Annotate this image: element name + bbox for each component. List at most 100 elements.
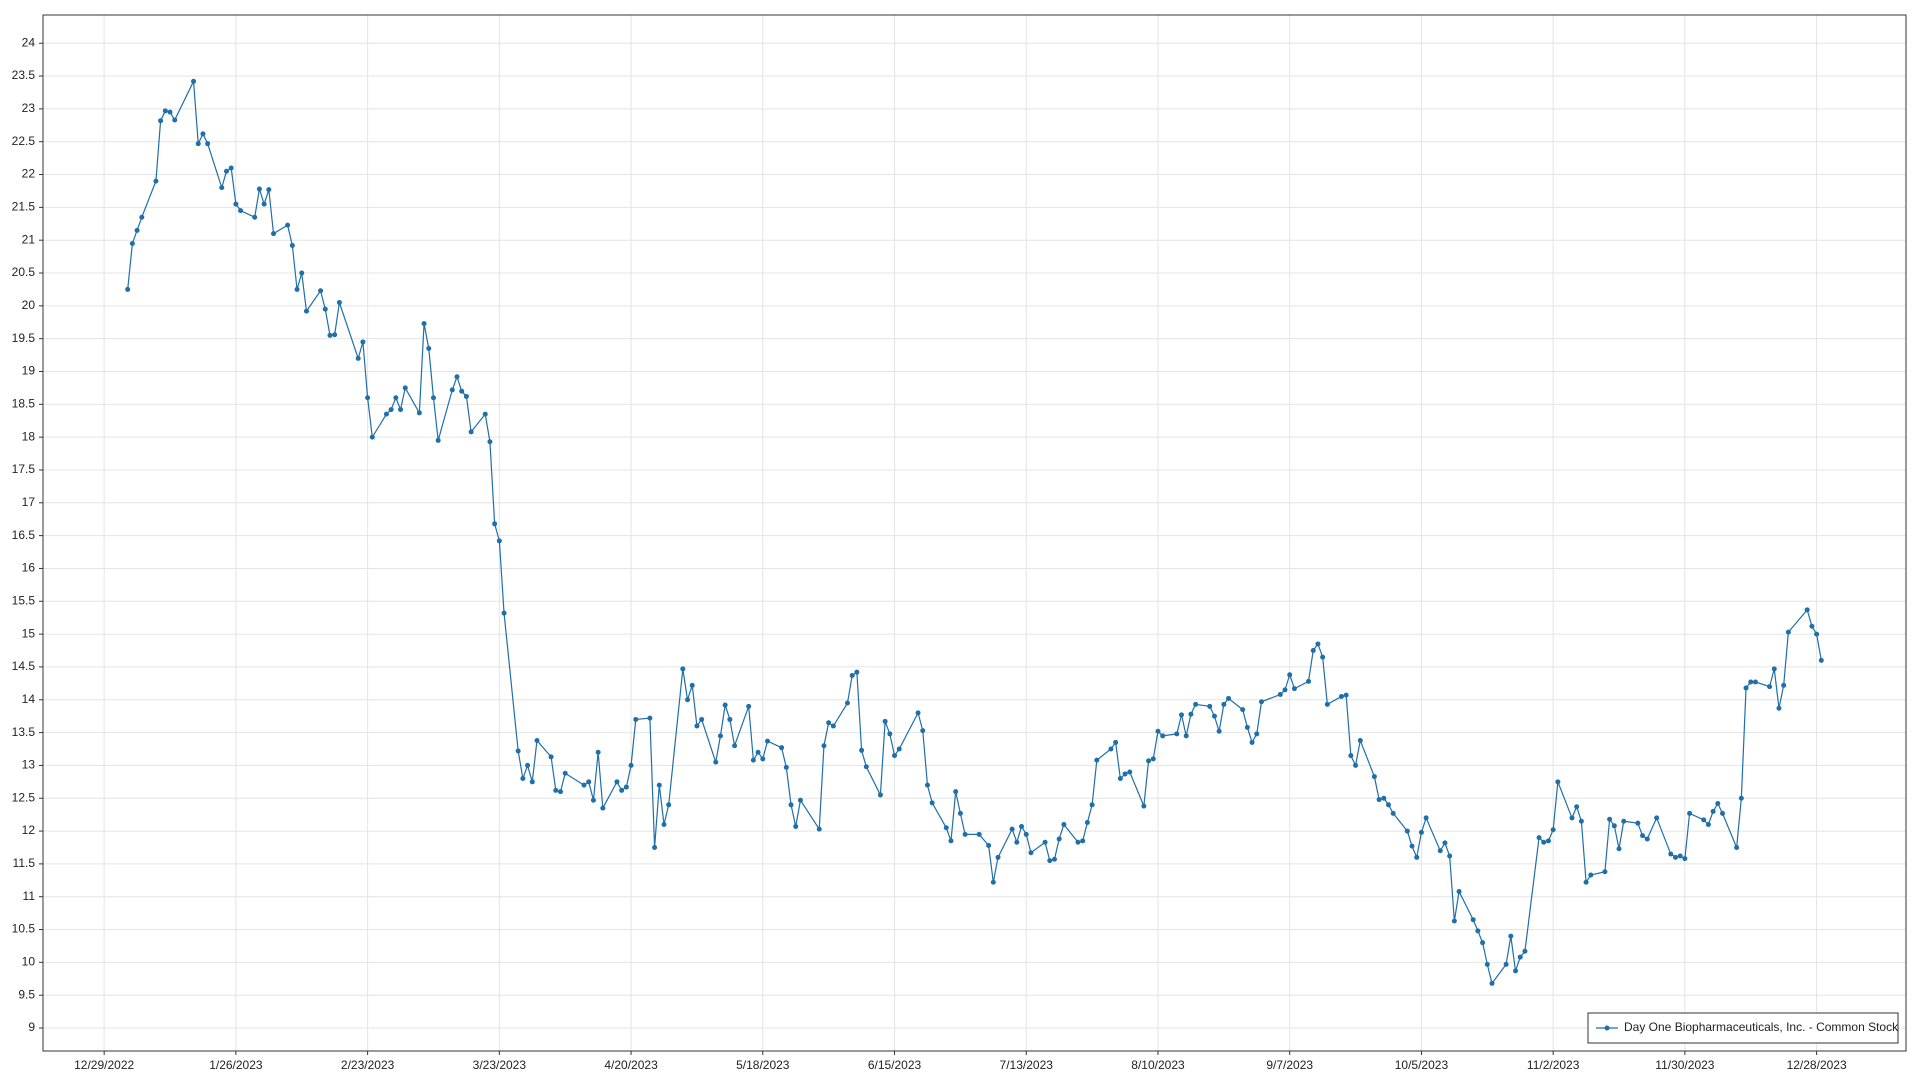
point — [369, 434, 375, 440]
point — [1409, 843, 1415, 849]
point — [1456, 888, 1462, 894]
point — [1277, 692, 1283, 698]
point — [1381, 795, 1387, 801]
point — [816, 826, 822, 832]
point — [713, 759, 719, 765]
point — [1447, 853, 1453, 859]
y-tick-label: 17.5 — [12, 462, 36, 476]
legend-marker — [1604, 1025, 1610, 1031]
x-tick-label: 2/23/2023 — [341, 1058, 395, 1072]
point — [449, 387, 455, 393]
point — [1771, 666, 1777, 672]
point — [652, 844, 658, 850]
point — [957, 810, 963, 816]
point — [1541, 839, 1547, 845]
legend-label: Day One Biopharmaceuticals, Inc. - Commo… — [1624, 1020, 1899, 1034]
point — [529, 779, 535, 785]
point — [797, 797, 803, 803]
point — [1386, 802, 1391, 808]
point — [1127, 769, 1133, 775]
point — [1781, 682, 1787, 688]
point — [1240, 707, 1246, 713]
point — [1644, 836, 1650, 842]
point — [1635, 820, 1641, 826]
point — [416, 410, 422, 416]
point — [892, 753, 898, 759]
point — [1602, 869, 1608, 875]
point — [765, 738, 770, 744]
point — [1014, 839, 1020, 845]
point — [223, 168, 229, 174]
point — [459, 388, 465, 394]
x-tick-label: 6/15/2023 — [868, 1058, 922, 1072]
point — [915, 710, 921, 716]
point — [1047, 858, 1053, 864]
point — [1480, 940, 1486, 946]
point — [1442, 840, 1448, 846]
point — [195, 141, 201, 147]
point — [779, 745, 785, 751]
point — [463, 393, 469, 399]
y-tick-label: 19 — [22, 364, 36, 378]
point — [1343, 692, 1349, 698]
point — [920, 728, 926, 734]
point — [1211, 713, 1217, 719]
y-tick-label: 23.5 — [12, 68, 36, 82]
point — [586, 779, 592, 785]
point — [285, 222, 291, 228]
point — [158, 118, 164, 124]
point — [1009, 826, 1015, 832]
y-tick-label: 13 — [22, 758, 36, 772]
point — [383, 411, 389, 417]
point — [303, 308, 309, 314]
point — [746, 703, 752, 709]
point — [1193, 701, 1199, 707]
point — [468, 429, 474, 435]
point — [1320, 654, 1326, 660]
y-tick-label: 10 — [22, 955, 36, 969]
point — [680, 666, 686, 672]
point — [656, 782, 662, 788]
point — [877, 792, 883, 798]
point — [1226, 695, 1232, 701]
point — [750, 757, 756, 763]
point — [553, 787, 559, 793]
point — [219, 185, 225, 191]
y-tick-label: 18.5 — [12, 396, 36, 410]
point — [948, 838, 954, 844]
point — [1141, 803, 1147, 809]
legend-box — [1587, 1012, 1899, 1044]
point — [1258, 699, 1264, 705]
point — [355, 355, 361, 361]
point — [1244, 724, 1250, 730]
point — [1357, 737, 1363, 743]
legend: Day One Biopharmaceuticals, Inc. - Commo… — [1587, 1012, 1899, 1044]
point — [402, 385, 408, 391]
point — [1338, 693, 1344, 699]
point — [167, 109, 173, 115]
point — [332, 332, 338, 338]
point — [1752, 679, 1758, 685]
point — [294, 286, 300, 292]
point — [1061, 821, 1067, 827]
point — [1094, 757, 1100, 763]
x-tick-label: 12/29/2022 — [74, 1058, 134, 1072]
point — [619, 787, 625, 793]
point — [1324, 701, 1330, 707]
y-tick-label: 14 — [22, 692, 36, 706]
point — [600, 805, 606, 811]
point — [1179, 712, 1184, 718]
point — [689, 682, 695, 688]
point — [1616, 846, 1622, 852]
y-tick-label: 20 — [22, 298, 36, 312]
point — [581, 782, 587, 788]
y-tick-label: 22.5 — [12, 134, 36, 148]
point — [1291, 686, 1297, 692]
point — [191, 78, 197, 84]
point — [1475, 928, 1481, 934]
y-tick-label: 15.5 — [12, 593, 36, 607]
point — [990, 879, 996, 885]
point — [1423, 815, 1429, 821]
point — [1555, 779, 1561, 785]
